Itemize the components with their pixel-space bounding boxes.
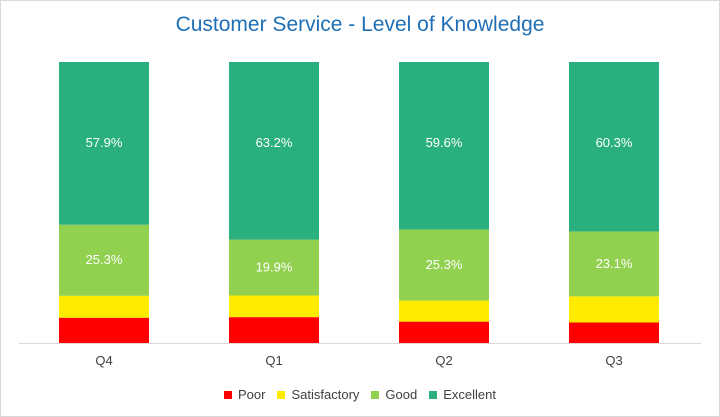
data-label-excellent-q2: 59.6% — [426, 135, 463, 150]
bar-satisfactory-q4 — [59, 295, 149, 318]
bar-good-q2 — [399, 229, 489, 301]
plot-area: 25.3% 57.9% Q4 19.9% 63.2% Q1 25.3% 59.6% Q2 23.1… — [19, 62, 701, 368]
legend-label-excellent: Excellent — [443, 387, 496, 402]
bar-excellent-q4 — [59, 62, 149, 225]
bar-satisfactory-q2 — [399, 300, 489, 322]
legend-swatch-excellent — [429, 390, 438, 399]
data-label-good-q4: 25.3% — [86, 252, 123, 267]
bar-excellent-q2 — [399, 62, 489, 230]
bar-poor-q2 — [399, 321, 489, 343]
x-tick-label-q4: Q4 — [95, 353, 112, 368]
data-label-excellent-q4: 57.9% — [86, 135, 123, 150]
data-label-good-q1: 19.9% — [256, 260, 293, 275]
x-tick-label-q2: Q2 — [435, 353, 452, 368]
bar-good-q4 — [59, 224, 149, 296]
bar-excellent-q3 — [569, 62, 659, 232]
bar-good-q1 — [229, 239, 319, 296]
x-tick-label-q3: Q3 — [605, 353, 622, 368]
legend-swatch-poor — [224, 390, 233, 399]
bar-satisfactory-q3 — [569, 296, 659, 323]
bar-poor-q4 — [59, 317, 149, 343]
bar-good-q3 — [569, 231, 659, 297]
legend-item-poor: Poor — [224, 387, 265, 402]
chart-title: Customer Service - Level of Knowledge — [175, 13, 545, 36]
x-tick-label-q1: Q1 — [265, 353, 282, 368]
data-label-good-q3: 23.1% — [596, 256, 633, 271]
bar-poor-q3 — [569, 322, 659, 343]
legend-label-poor: Poor — [238, 387, 266, 402]
data-label-excellent-q1: 63.2% — [256, 135, 293, 150]
data-label-excellent-q3: 60.3% — [596, 135, 633, 150]
bar-satisfactory-q1 — [229, 295, 319, 318]
legend-item-good: Good — [371, 387, 417, 402]
legend-swatch-satisfactory — [277, 390, 286, 399]
legend-label-good: Good — [385, 387, 418, 402]
legend-label-satisfactory: Satisfactory — [291, 387, 360, 402]
bar-excellent-q1 — [229, 62, 319, 240]
legend: Poor Satisfactory Good Excellent — [1, 387, 719, 402]
legend-swatch-good — [371, 390, 380, 399]
legend-item-satisfactory: Satisfactory — [277, 387, 359, 402]
legend-item-excellent: Excellent — [429, 387, 496, 402]
data-label-good-q2: 25.3% — [426, 257, 463, 272]
bar-poor-q1 — [229, 317, 319, 343]
